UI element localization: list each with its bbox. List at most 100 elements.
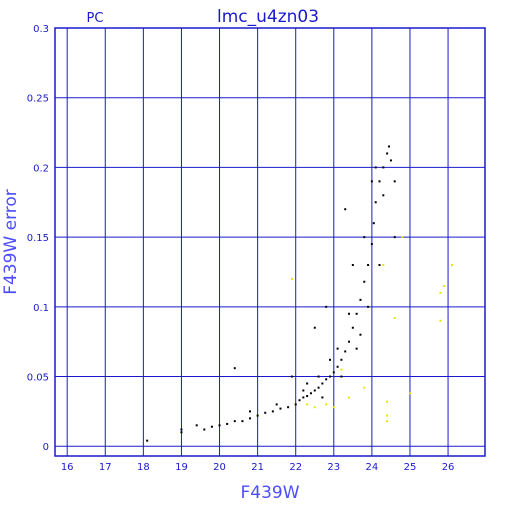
data-point (340, 375, 343, 378)
data-point (386, 420, 389, 423)
data-point (355, 312, 358, 315)
data-point (325, 378, 328, 381)
data-point (363, 280, 366, 283)
data-point (370, 243, 373, 246)
chart-subtitle: PC (87, 11, 104, 26)
data-point (367, 305, 370, 308)
x-tick-label: 19 (175, 462, 188, 473)
x-axis-label: F439W (240, 483, 299, 503)
data-point (332, 371, 335, 374)
data-point (386, 152, 389, 155)
data-point (355, 347, 358, 350)
data-point (249, 417, 252, 420)
data-point (374, 201, 377, 204)
data-point (393, 236, 396, 239)
data-point (302, 396, 305, 399)
data-point (340, 358, 343, 361)
x-tick-label: 17 (99, 462, 112, 473)
x-tick-label: 18 (137, 462, 150, 473)
data-point (348, 396, 351, 399)
y-tick-label: 0.15 (27, 233, 49, 244)
data-point (290, 277, 293, 280)
data-point (309, 392, 312, 395)
y-tick-label: 0.25 (27, 94, 49, 105)
data-point (363, 236, 366, 239)
data-point (367, 264, 370, 267)
data-point (325, 305, 328, 308)
data-point (317, 375, 320, 378)
data-point (393, 316, 396, 319)
data-point (298, 399, 301, 402)
data-point (279, 407, 282, 410)
data-point (325, 403, 328, 406)
x-tick-label: 26 (442, 462, 455, 473)
x-tick-label: 21 (251, 462, 264, 473)
data-point (180, 431, 183, 434)
data-point (180, 428, 183, 431)
data-point (306, 382, 309, 385)
data-point (256, 414, 259, 417)
data-point (351, 326, 354, 329)
data-point (382, 264, 385, 267)
data-point (306, 403, 309, 406)
data-point (378, 180, 381, 183)
x-tick-label: 25 (404, 462, 417, 473)
data-point (321, 396, 324, 399)
data-point (328, 375, 331, 378)
data-point (359, 333, 362, 336)
data-point (233, 367, 236, 370)
data-point (389, 159, 392, 162)
data-point (146, 439, 149, 442)
chart-title: lmc_u4zn03 (217, 7, 319, 27)
data-point (313, 406, 316, 409)
data-point (372, 222, 375, 225)
x-tick-label: 16 (61, 462, 74, 473)
data-point (378, 264, 381, 267)
data-point (306, 395, 309, 398)
data-point (271, 410, 274, 413)
data-point (439, 291, 442, 294)
data-point (344, 208, 347, 211)
data-point (408, 392, 411, 395)
data-point (382, 194, 385, 197)
y-axis-label: F439W error (1, 189, 21, 295)
data-point (290, 375, 293, 378)
data-point (340, 368, 343, 371)
data-point (348, 312, 351, 315)
data-point (388, 145, 391, 148)
data-point (336, 365, 339, 368)
data-point (321, 382, 324, 385)
data-point (336, 347, 339, 350)
data-point (195, 424, 198, 427)
data-point (348, 340, 351, 343)
data-point (401, 236, 404, 239)
data-point (275, 403, 278, 406)
data-point (443, 284, 446, 287)
data-point (317, 386, 320, 389)
data-point (249, 410, 252, 413)
data-point (386, 414, 389, 417)
data-point (218, 424, 221, 427)
data-point (302, 389, 305, 392)
y-tick-label: 0 (43, 442, 49, 453)
plot-frame (54, 27, 486, 457)
data-point (382, 166, 385, 169)
data-point (344, 350, 347, 353)
y-tick-label: 0.05 (27, 373, 49, 384)
data-point (210, 425, 213, 428)
data-point (359, 298, 362, 301)
data-point (363, 386, 366, 389)
x-tick-label: 20 (213, 462, 226, 473)
data-point (328, 358, 331, 361)
y-tick-label: 0.3 (33, 24, 49, 35)
x-tick-label: 22 (289, 462, 302, 473)
data-point (313, 326, 316, 329)
data-point (351, 264, 354, 267)
data-point (386, 400, 389, 403)
data-point (203, 428, 206, 431)
y-tick-label: 0.1 (33, 303, 49, 314)
data-point (294, 403, 297, 406)
data-point (241, 420, 244, 423)
data-point (233, 420, 236, 423)
